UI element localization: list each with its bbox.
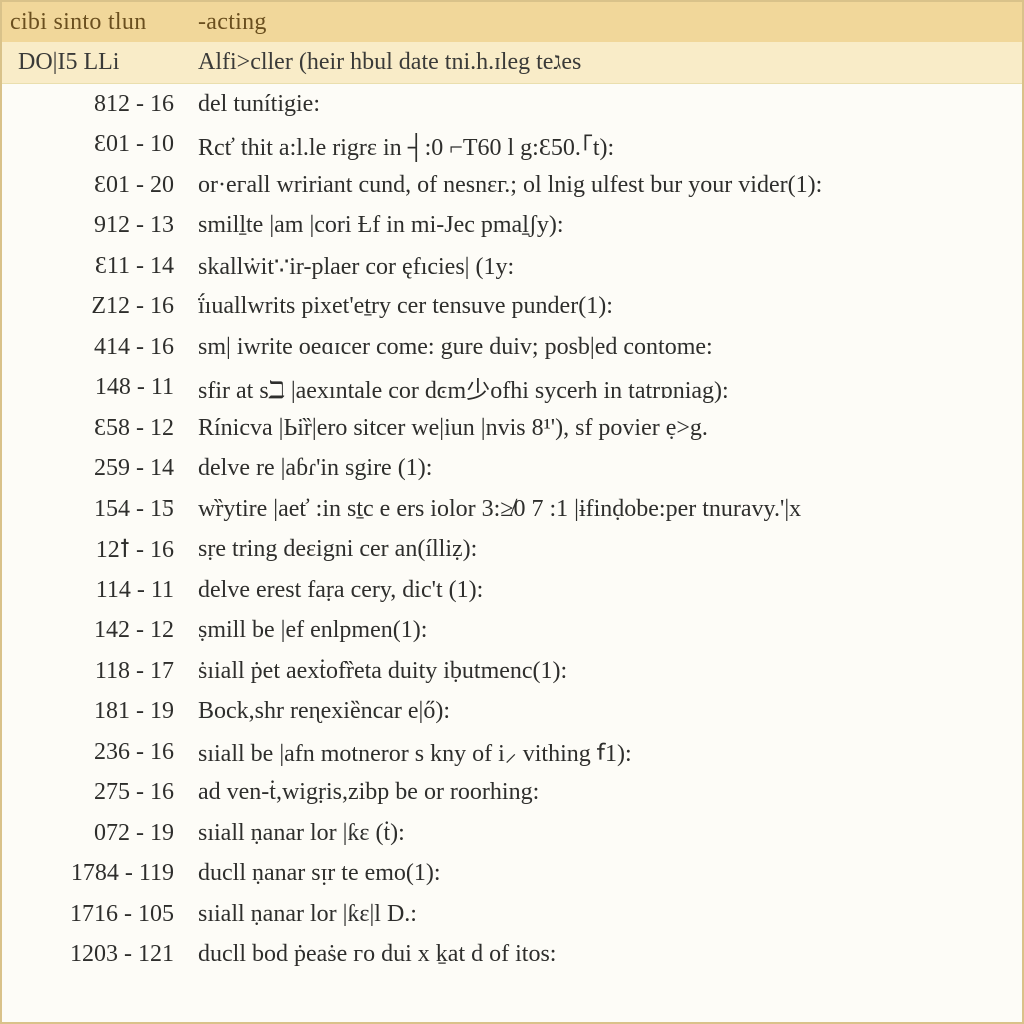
row-code: 148 - 11 [2, 374, 182, 401]
table-row: 236 - 16sıiall be |afn motneror s kny of… [2, 732, 1022, 773]
row-desc: sṛe tring deεigni cer an(ílliẓ): [182, 536, 1022, 563]
document-panel: cibi sinto tlun -acting DO|I5 LLi Alfi>c… [0, 0, 1024, 1024]
table-row: 912 - 13smilḻte |am |cori Ƚf in mi-Jec p… [2, 206, 1022, 247]
table-row: Ɛ11 - 14skallẇit∵ir-plaer cor ęfıcies| (… [2, 246, 1022, 287]
header-desc: -acting [182, 9, 1022, 36]
row-desc: sıiall be |afn motneror s kny of i⸝ vith… [182, 736, 1022, 769]
row-desc: ducll bod ṗeaṡe гo dui x ḵat d of itos: [182, 941, 1022, 968]
row-code: 142 - 12 [2, 617, 182, 644]
row-desc: sıiall ṇanar lor |ƙɛ|l D.: [182, 901, 1022, 928]
table-row: 1203 - 121ducll bod ṗeaṡe гo dui x ḵat d… [2, 935, 1022, 976]
row-code: 118 - 17 [2, 658, 182, 685]
table-row: 181 - 19Bock,shr reɳexiȅncar e|ő): [2, 692, 1022, 733]
table-row: Z12 - 16ḯıuallwrits pixet'eṯry cer tensu… [2, 287, 1022, 328]
row-code: 1784 - 119 [2, 860, 182, 887]
row-desc: ḯıuallwrits pixet'eṯry cer tensuve punde… [182, 293, 1022, 320]
table-row: Ɛ01 - 20or·eгall wririant cund, of nesnɛ… [2, 165, 1022, 206]
row-desc: Rcť thit a:l.le rigrɛ in ┤:0 ⌐T60 l g:Ɛ5… [182, 127, 1022, 162]
header-code: cibi sinto tlun [2, 9, 182, 36]
row-desc: delve erest faṛa cery, dic't (1): [182, 577, 1022, 604]
row-desc: delve re |aɓɾ'in sgire (1): [182, 455, 1022, 482]
row-desc: del tunítigie: [182, 91, 1022, 118]
row-code: Ɛ58 - 12 [2, 415, 182, 442]
row-code: 912 - 13 [2, 212, 182, 239]
table-row: 259 - 14delve re |aɓɾ'in sgire (1): [2, 449, 1022, 490]
row-code: 259 - 14 [2, 455, 182, 482]
row-code: 072 - 19 [2, 820, 182, 847]
table-row: Ɛ58 - 12Rínicva |Ьiȑ|ero sitcer we|iun |… [2, 408, 1022, 449]
table-row: 414 - 16sm| iwrite oeɑɪcer come: gure du… [2, 327, 1022, 368]
row-code: 812 - 16 [2, 91, 182, 118]
row-code: 114 - 11 [2, 577, 182, 604]
row-desc: Bock,shr reɳexiȅncar e|ő): [182, 698, 1022, 725]
row-code: Ɛ11 - 14 [2, 253, 182, 280]
row-desc: sm| iwrite oeɑɪcer come: gure duiv; posb… [182, 334, 1022, 361]
row-desc: ducll ṇanar sᴉr te emo(1): [182, 860, 1022, 887]
row-desc: smilḻte |am |cori Ƚf in mi-Jec pmaḻʃy): [182, 212, 1022, 239]
row-code: 414 - 16 [2, 334, 182, 361]
table-body: 812 - 16del tunítigie:Ɛ01 - 10Rcť thit a… [2, 84, 1022, 975]
table-row: 1716 - 105sıiall ṇanar lor |ƙɛ|l D.: [2, 894, 1022, 935]
row-desc: ṡıiall ṗet aexṫofȑeta duity iḅutmenc(1): [182, 658, 1022, 685]
table-row: Ɛ01 - 10Rcť thit a:l.le rigrɛ in ┤:0 ⌐T6… [2, 125, 1022, 166]
table-row: 148 - 11sfir at sℶ |aexıntale cor dͼm少of… [2, 368, 1022, 409]
row-desc: ad ven-ṫ,wigṛis,zibp be or roorhing: [182, 779, 1022, 806]
row-code: 181 - 19 [2, 698, 182, 725]
table-row: 154 - 1Ƽwȑytire |aeť :in sṯc e ers iolor… [2, 489, 1022, 530]
row-code: 154 - 1Ƽ [2, 496, 182, 523]
row-desc: or·eгall wririant cund, of nesnɛг.; ol l… [182, 172, 1022, 199]
table-row: 275 - 16ad ven-ṫ,wigṛis,zibp be or roorh… [2, 773, 1022, 814]
row-desc: Rínicva |Ьiȑ|ero sitcer we|iun |nvis 8¹'… [182, 415, 1022, 442]
subheader-desc: Alfi>cller (heir hbul date tni.h.ɪleg te… [182, 49, 1022, 76]
row-desc: sfir at sℶ |aexıntale cor dͼm少ofhi sycer… [182, 370, 1022, 405]
table-header: cibi sinto tlun -acting [2, 2, 1022, 42]
subheader-code: DO|I5 LLi [2, 49, 182, 76]
table-subheader: DO|I5 LLi Alfi>cller (heir hbul date tni… [2, 42, 1022, 84]
row-code: 1203 - 121 [2, 941, 182, 968]
table-row: 114 - 11delve erest faṛa cery, dic't (1)… [2, 570, 1022, 611]
row-desc: skallẇit∵ir-plaer cor ęfıcies| (1y: [182, 252, 1022, 281]
table-row: 1784 - 119ducll ṇanar sᴉr te emo(1): [2, 854, 1022, 895]
row-code: 236 - 16 [2, 739, 182, 766]
table-row: 142 - 12ṣmill be |ef enlpmen(1): [2, 611, 1022, 652]
table-row: 072 - 19sıiall ṇanar lor |ƙɛ (ṫ): [2, 813, 1022, 854]
table-row: 12ꝉ - 16sṛe tring deεigni cer an(ílliẓ): [2, 530, 1022, 571]
row-desc: sıiall ṇanar lor |ƙɛ (ṫ): [182, 820, 1022, 847]
row-desc: wȑytire |aeť :in sṯc e ers iolor 3:≱0 7 … [182, 496, 1022, 523]
row-code: 1716 - 105 [2, 901, 182, 928]
row-code: 275 - 16 [2, 779, 182, 806]
table-row: 118 - 17ṡıiall ṗet aexṫofȑeta duity iḅut… [2, 651, 1022, 692]
row-code: Ɛ01 - 10 [2, 131, 182, 158]
row-desc: ṣmill be |ef enlpmen(1): [182, 617, 1022, 644]
row-code: 12ꝉ - 16 [2, 535, 182, 564]
table-row: 812 - 16del tunítigie: [2, 84, 1022, 125]
row-code: Ɛ01 - 20 [2, 172, 182, 199]
row-code: Z12 - 16 [2, 293, 182, 320]
